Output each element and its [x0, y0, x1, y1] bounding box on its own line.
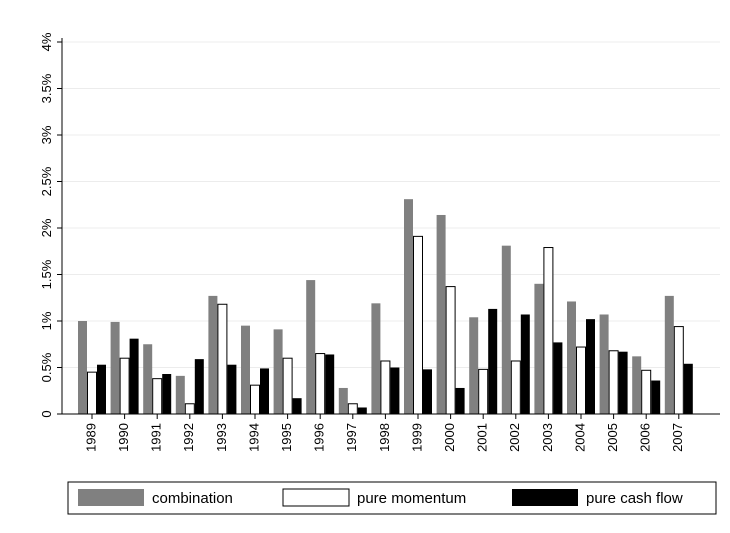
y-tick-label-4: 2%	[39, 218, 54, 237]
x-tick-label-2002: 2002	[507, 423, 522, 452]
y-ticks: 0 0.5% 1% 1.5% 2% 2.5% 3% 3.5% 4%	[39, 32, 62, 418]
bar-2006-pure-cash-flow	[651, 380, 661, 414]
y-tick-label-5: 2.5%	[39, 166, 54, 196]
bar-1999-pure-momentum	[413, 235, 423, 415]
x-tick-label-1993: 1993	[214, 423, 229, 452]
y-tick-label-3: 1.5%	[39, 259, 54, 289]
bar-1994-pure-cash-flow	[260, 368, 269, 414]
bar-1996-pure-cash-flow	[325, 354, 335, 414]
bar-1993-combination	[208, 295, 218, 414]
bar-2005-pure-cash-flow	[618, 351, 628, 414]
bar-1989-pure-cash-flow	[97, 364, 106, 414]
legend-label-combination: combination	[152, 490, 233, 507]
x-tick-label-1996: 1996	[312, 423, 327, 452]
bar-1997-pure-cash-flow	[357, 407, 367, 414]
bar-2003-pure-momentum	[543, 247, 554, 415]
x-tick-label-2000: 2000	[442, 423, 457, 452]
bar-2007-combination	[664, 295, 674, 414]
bar-1989-combination	[78, 321, 87, 414]
x-tick-label-1991: 1991	[149, 423, 164, 452]
bar-2004-pure-momentum	[576, 346, 586, 415]
legend-swatch-combination	[78, 489, 144, 506]
x-tick-label-1998: 1998	[377, 423, 392, 452]
legend: combination pure momentum pure cash flow	[67, 481, 717, 515]
bar-2001-pure-momentum	[478, 368, 489, 415]
bar-2007-pure-cash-flow	[683, 363, 693, 414]
bar-1999-pure-cash-flow	[423, 369, 432, 414]
bar-2005-combination	[599, 314, 609, 414]
y-tick-label-6: 3%	[39, 125, 54, 144]
y-tick-label-0: 0	[39, 410, 54, 417]
bar-2004-pure-cash-flow	[586, 319, 595, 414]
bar-1995-combination	[273, 329, 283, 414]
bar-2007-pure-momentum	[673, 326, 684, 415]
bar-1992-pure-cash-flow	[194, 359, 204, 414]
legend-swatch-pure-cash-flow	[512, 489, 578, 506]
bar-2002-pure-cash-flow	[520, 314, 530, 414]
bar-1994-pure-momentum	[250, 384, 260, 415]
bar-1991-combination	[143, 344, 153, 414]
bar-1999-combination	[404, 199, 413, 414]
x-tick-label-1999: 1999	[409, 423, 424, 452]
x-tick-label-1995: 1995	[279, 423, 294, 452]
bar-1990-pure-momentum	[119, 357, 130, 415]
bar-1995-pure-cash-flow	[292, 398, 302, 414]
bar-2006-pure-momentum	[641, 369, 652, 415]
bar-2000-combination	[436, 214, 446, 414]
x-tick-label-1990: 1990	[116, 423, 131, 452]
bar-1998-pure-cash-flow	[390, 367, 400, 414]
x-tick-label-2006: 2006	[638, 423, 653, 452]
bar-1995-pure-momentum	[282, 357, 293, 415]
bar-1996-pure-momentum	[315, 353, 326, 415]
x-tick-label-2007: 2007	[670, 423, 685, 452]
bar-1990-pure-cash-flow	[129, 338, 139, 414]
bar-1993-pure-cash-flow	[227, 364, 237, 414]
bar-1996-combination	[306, 280, 316, 414]
bar-2004-combination	[567, 301, 576, 414]
gridlines	[62, 41, 720, 368]
x-tick-label-2005: 2005	[605, 423, 620, 452]
bar-1998-combination	[371, 303, 381, 414]
bar-1997-combination	[338, 387, 348, 414]
bar-1993-pure-momentum	[217, 303, 228, 415]
bar-2003-combination	[534, 283, 544, 414]
x-tick-label-2003: 2003	[540, 423, 555, 452]
bar-1991-pure-momentum	[152, 378, 163, 415]
bar-1991-pure-cash-flow	[162, 374, 172, 414]
x-tick-label-1994: 1994	[246, 423, 261, 452]
bar-1992-combination	[175, 375, 185, 414]
bar-2005-pure-momentum	[608, 350, 619, 415]
x-tick-label-2001: 2001	[475, 423, 490, 452]
x-ticks: 1989 1990 1991 1992 1993 1994 1995 1996 1997 1998…	[83, 414, 685, 452]
x-tick-label-2004: 2004	[572, 423, 587, 452]
bar-1990-combination	[110, 321, 120, 414]
x-tick-label-1989: 1989	[83, 423, 98, 452]
bars	[78, 199, 693, 415]
y-tick-label-7: 3.5%	[39, 73, 54, 103]
bar-1994-combination	[241, 325, 250, 414]
legend-box	[67, 481, 717, 515]
x-tick-label-1997: 1997	[344, 423, 359, 452]
bar-1998-pure-momentum	[380, 360, 391, 415]
bar-1989-pure-momentum	[87, 371, 97, 415]
bar-2001-pure-cash-flow	[488, 308, 498, 414]
bar-2006-combination	[632, 356, 642, 414]
bar-2000-pure-cash-flow	[455, 387, 465, 414]
bar-2002-combination	[501, 245, 511, 414]
y-tick-label-8: 4%	[39, 32, 54, 51]
bar-2003-pure-cash-flow	[553, 342, 563, 414]
bar-2000-pure-momentum	[445, 286, 456, 415]
bar-2001-combination	[469, 317, 479, 414]
y-tick-label-1: 0.5%	[39, 352, 54, 382]
bar-1997-pure-momentum	[347, 403, 358, 415]
x-tick-label-1992: 1992	[181, 423, 196, 452]
legend-swatch-pure-momentum	[282, 488, 350, 507]
bar-2002-pure-momentum	[510, 360, 521, 415]
legend-label-pure-cash-flow: pure cash flow	[586, 490, 683, 507]
y-tick-label-2: 1%	[39, 311, 54, 330]
legend-label-pure-momentum: pure momentum	[357, 490, 466, 507]
bar-1992-pure-momentum	[184, 403, 195, 415]
